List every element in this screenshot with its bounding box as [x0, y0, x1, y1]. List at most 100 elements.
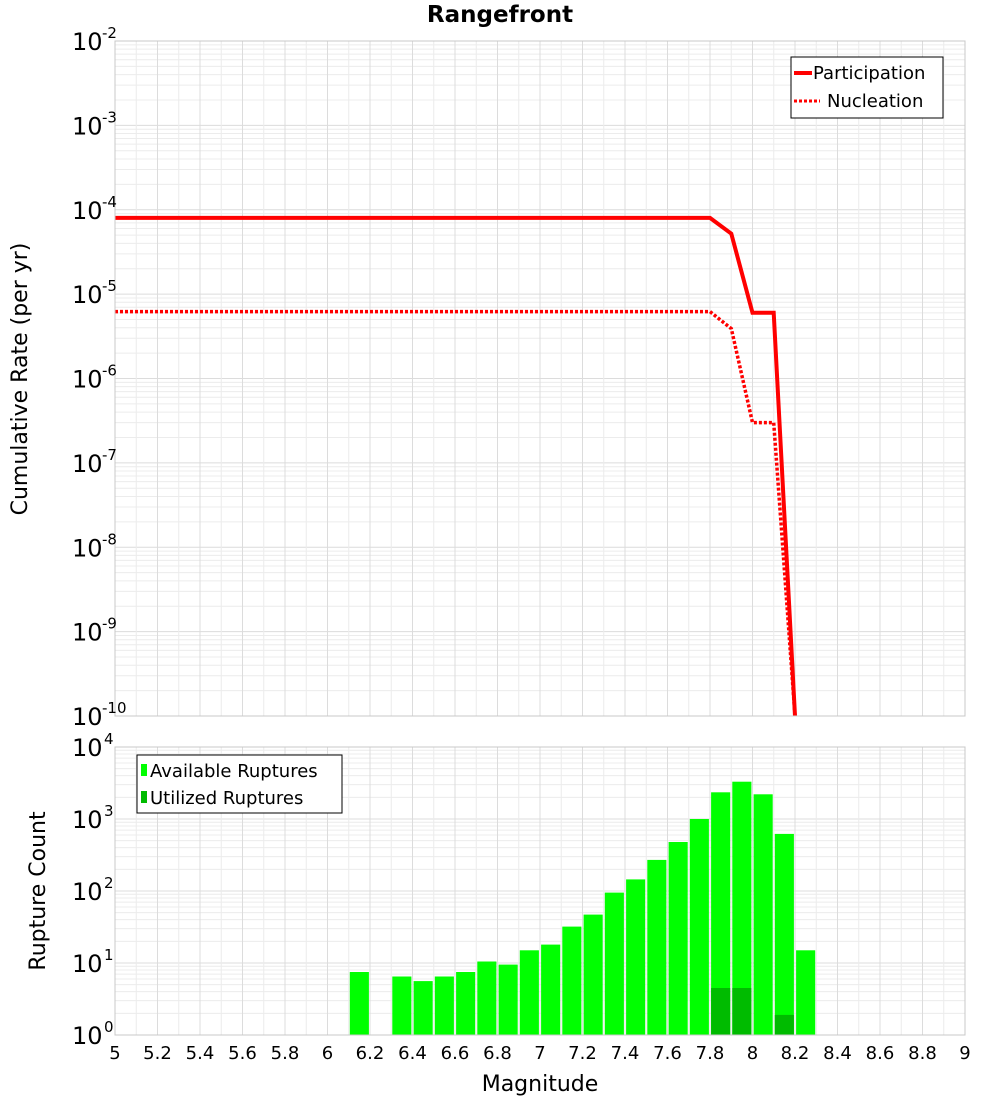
- legend-label-utilized: Utilized Ruptures: [150, 788, 303, 809]
- x-tick-label: 6.6: [441, 1043, 470, 1064]
- x-tick-label: 7.2: [568, 1043, 597, 1064]
- x-tick-label: 8.8: [908, 1043, 937, 1064]
- rate-legend-box: [790, 56, 944, 119]
- rate-panel: 10-210-310-410-510-610-710-810-910-10 Cu…: [8, 24, 966, 731]
- legend-label-participation: Participation: [813, 63, 925, 84]
- y-tick-base: 10: [72, 806, 103, 834]
- bar-available: [477, 961, 497, 1035]
- y-tick-label: 10 3: [72, 802, 114, 834]
- legend-swatch-utilized: [141, 791, 147, 803]
- x-tick-label: 7: [534, 1043, 545, 1064]
- bar-available: [604, 892, 624, 1035]
- x-tick-label: 6.4: [398, 1043, 427, 1064]
- y-tick-exponent: 2: [104, 874, 114, 892]
- y-tick-exponent: 0: [104, 1018, 114, 1036]
- x-tick-label: 6.2: [356, 1043, 385, 1064]
- bar-available: [774, 833, 794, 1035]
- rate-series: [115, 215, 797, 717]
- y-tick-base: 10: [72, 366, 103, 394]
- y-tick-exponent: -2: [102, 24, 117, 42]
- y-tick-exponent: -3: [102, 108, 117, 126]
- count-legend: Available Ruptures Utilized Ruptures: [136, 754, 343, 814]
- y-tick-label: 10 -9: [72, 615, 117, 647]
- x-tick-label: 5.2: [143, 1043, 172, 1064]
- bar-available: [626, 879, 646, 1035]
- bar-available: [413, 981, 433, 1035]
- legend-swatch-available: [141, 764, 147, 776]
- x-tick-label: 5.8: [271, 1043, 300, 1064]
- y-tick-label: 10 -10: [72, 699, 127, 731]
- rate-legend: Participation Nucleation: [790, 56, 944, 119]
- y-tick-label: 10 2: [72, 874, 114, 906]
- y-tick-label: 10 -5: [72, 277, 117, 309]
- x-ticks: 5 5.2 5.4 5.6 5.8 6 6.2 6.4 6.6 6.8 7 7.2 7.4 7.6 7.8 8…: [109, 1043, 970, 1064]
- legend-label-available: Available Ruptures: [150, 761, 318, 782]
- bar-available: [668, 842, 688, 1035]
- x-tick-label: 8: [747, 1043, 758, 1064]
- bar-available: [647, 859, 667, 1035]
- x-tick-label: 5: [109, 1043, 120, 1064]
- bar-available: [519, 950, 539, 1035]
- x-tick-label: 8.6: [866, 1043, 895, 1064]
- x-tick-label: 5.4: [186, 1043, 215, 1064]
- x-tick-label: 7.4: [611, 1043, 640, 1064]
- y-tick-label: 10 -4: [72, 193, 117, 225]
- x-tick-label: 8.2: [781, 1043, 810, 1064]
- y-tick-base: 10: [72, 28, 103, 56]
- bar-available: [349, 972, 369, 1035]
- bar-available: [541, 944, 561, 1035]
- y-tick-exponent: 3: [104, 802, 114, 820]
- rate-grid: [114, 40, 966, 717]
- y-tick-label: 10 -8: [72, 530, 117, 562]
- y-tick-exponent: 1: [104, 946, 114, 964]
- rate-plot-border: [114, 40, 966, 717]
- chart-title: Rangefront: [427, 2, 573, 28]
- count-grid: [114, 746, 966, 1036]
- bar-available: [732, 781, 752, 1035]
- bar-utilized: [774, 1014, 794, 1035]
- y-tick-base: 10: [72, 734, 103, 762]
- bar-available: [434, 976, 454, 1035]
- bar-available: [689, 819, 709, 1035]
- x-axis-title: Magnitude: [482, 1072, 599, 1097]
- count-y-axis-title: Rupture Count: [26, 811, 51, 971]
- rate-y-ticks: 10-210-310-410-510-610-710-810-910-10: [72, 24, 127, 731]
- rate-y-axis-title: Cumulative Rate (per yr): [8, 243, 33, 516]
- y-tick-base: 10: [72, 197, 103, 225]
- y-tick-label: 10 1: [72, 946, 114, 978]
- bar-available: [711, 792, 731, 1035]
- bar-available: [498, 964, 518, 1035]
- y-tick-base: 10: [72, 534, 103, 562]
- y-tick-base: 10: [72, 950, 103, 978]
- y-tick-exponent: 4: [104, 730, 114, 748]
- x-tick-label: 6.8: [483, 1043, 512, 1064]
- y-tick-exponent: -9: [102, 615, 117, 633]
- y-tick-base: 10: [72, 112, 103, 140]
- x-tick-label: 8.4: [823, 1043, 852, 1064]
- y-tick-exponent: -4: [102, 193, 117, 211]
- x-tick-label: 9: [959, 1043, 970, 1064]
- y-tick-base: 10: [72, 1022, 103, 1050]
- x-tick-label: 7.6: [653, 1043, 682, 1064]
- series-line-nucleation: [115, 309, 797, 717]
- bar-available: [456, 972, 476, 1035]
- y-tick-exponent: -10: [102, 699, 127, 717]
- bar-utilized: [732, 988, 752, 1035]
- y-tick-exponent: -5: [102, 277, 117, 295]
- bar-available: [392, 976, 412, 1035]
- y-tick-label: 10 0: [72, 1018, 114, 1050]
- series-line-participation: [115, 215, 797, 717]
- y-tick-label: 10 -2: [72, 24, 117, 56]
- count-bars: [349, 781, 816, 1035]
- y-tick-exponent: -6: [102, 362, 117, 380]
- y-tick-base: 10: [72, 281, 103, 309]
- x-tick-label: 7.8: [696, 1043, 725, 1064]
- y-tick-exponent: -7: [102, 446, 117, 464]
- bar-available: [753, 794, 773, 1035]
- y-tick-label: 10 -6: [72, 362, 117, 394]
- y-tick-exponent: -8: [102, 530, 117, 548]
- bar-available: [562, 926, 582, 1035]
- count-legend-box: [136, 754, 343, 814]
